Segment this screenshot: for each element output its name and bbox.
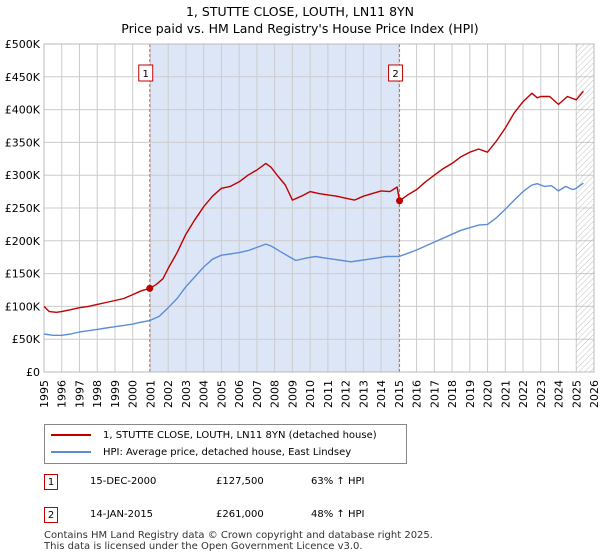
x-tick-label: 2022 [517, 380, 530, 408]
x-tick-label: 2000 [127, 380, 140, 408]
sale-price: £127,500 [216, 476, 264, 487]
y-tick-label: £100K [5, 300, 41, 313]
sale-point [146, 284, 154, 292]
x-tick-label: 2024 [553, 380, 566, 408]
chart-title: 1, STUTTE CLOSE, LOUTH, LN11 8YN Price p… [0, 3, 600, 37]
sale-date: 15-DEC-2000 [90, 476, 157, 487]
x-tick-label: 2006 [233, 380, 246, 408]
y-tick-label: £200K [5, 235, 41, 248]
x-tick-label: 2023 [535, 380, 548, 408]
x-tick-label: 2008 [269, 380, 282, 408]
x-tick-label: 2019 [464, 380, 477, 408]
footer-copyright: Contains HM Land Registry data © Crown c… [44, 530, 433, 541]
x-tick-label: 1999 [109, 380, 122, 408]
x-tick-label: 1996 [56, 380, 69, 408]
sale-point [396, 197, 404, 205]
annotation-box [138, 64, 154, 82]
sale-hpi-change: 63% ↑ HPI [311, 476, 365, 487]
x-tick-label: 2016 [411, 380, 424, 408]
plot-area-border [43, 43, 595, 373]
x-tick-label: 2025 [570, 380, 583, 408]
footer: Contains HM Land Registry data © Crown c… [44, 530, 433, 552]
legend-label-hpi: HPI: Average price, detached house, East… [103, 446, 352, 458]
y-tick-label: £350K [5, 136, 41, 149]
series-line [43, 90, 584, 313]
x-tick-label: 2007 [251, 380, 264, 408]
x-tick-label: 2014 [375, 380, 388, 408]
price-chart: 1 2 £0 £50K £100K £150K £200K £250K £300K £350K £4… [5, 38, 600, 408]
series-line [43, 182, 584, 336]
annotation-box [388, 64, 404, 82]
forecast-hatch [576, 44, 594, 372]
annotation-label: 2 [392, 69, 398, 80]
sale-price: £261,000 [216, 509, 264, 520]
legend-item-property: 1, STUTTE CLOSE, LOUTH, LN11 8YN (detach… [51, 427, 377, 443]
y-tick-label: £50K [12, 333, 41, 346]
x-tick-label: 2018 [446, 380, 459, 408]
y-tick-label: £450K [5, 71, 41, 84]
legend-item-hpi: HPI: Average price, detached house, East… [51, 444, 351, 460]
x-tick-label: 1995 [38, 380, 51, 408]
x-tick-label: 2026 [588, 380, 600, 408]
title-line-2: Price paid vs. HM Land Registry's House … [121, 21, 479, 36]
x-tick-label: 1997 [73, 380, 86, 408]
y-tick-label: £0 [26, 366, 40, 379]
x-tick-label: 2011 [322, 380, 335, 408]
sale-row: 2 14-JAN-2015 £261,000 48% ↑ HPI [44, 507, 444, 527]
x-tick-label: 2010 [304, 380, 317, 408]
x-tick-label: 2015 [393, 380, 406, 408]
x-tick-label: 2002 [162, 380, 175, 408]
sale-marker: 1 [44, 474, 58, 490]
sale-hpi-change: 48% ↑ HPI [311, 509, 365, 520]
legend-swatch-hpi [51, 451, 91, 453]
legend-swatch-property [51, 434, 91, 436]
sale-row: 1 15-DEC-2000 £127,500 63% ↑ HPI [44, 474, 444, 494]
x-tick-label: 2003 [180, 380, 193, 408]
x-tick-label: 2020 [482, 380, 495, 408]
x-tick-label: 2001 [144, 380, 157, 408]
x-tick-label: 2004 [198, 380, 211, 408]
sale-date: 14-JAN-2015 [90, 509, 154, 520]
sale-marker: 2 [44, 507, 58, 523]
y-tick-label: £300K [5, 169, 41, 182]
y-tick-label: £500K [5, 38, 41, 51]
legend: 1, STUTTE CLOSE, LOUTH, LN11 8YN (detach… [44, 424, 407, 464]
x-tick-label: 1998 [91, 380, 104, 408]
x-tick-label: 2017 [428, 380, 441, 408]
title-line-1: 1, STUTTE CLOSE, LOUTH, LN11 8YN [185, 4, 415, 19]
x-tick-label: 2012 [340, 380, 353, 408]
x-tick-label: 2009 [286, 380, 299, 408]
y-tick-label: £400K [5, 104, 41, 117]
x-tick-label: 2013 [357, 380, 370, 408]
y-tick-label: £150K [5, 268, 41, 281]
footer-licence: This data is licensed under the Open Gov… [44, 541, 363, 552]
x-tick-label: 2021 [499, 380, 512, 408]
x-tick-label: 2005 [215, 380, 228, 408]
annotation-label: 1 [143, 69, 149, 80]
y-tick-label: £250K [5, 202, 41, 215]
legend-label-property: 1, STUTTE CLOSE, LOUTH, LN11 8YN (detach… [103, 429, 377, 441]
